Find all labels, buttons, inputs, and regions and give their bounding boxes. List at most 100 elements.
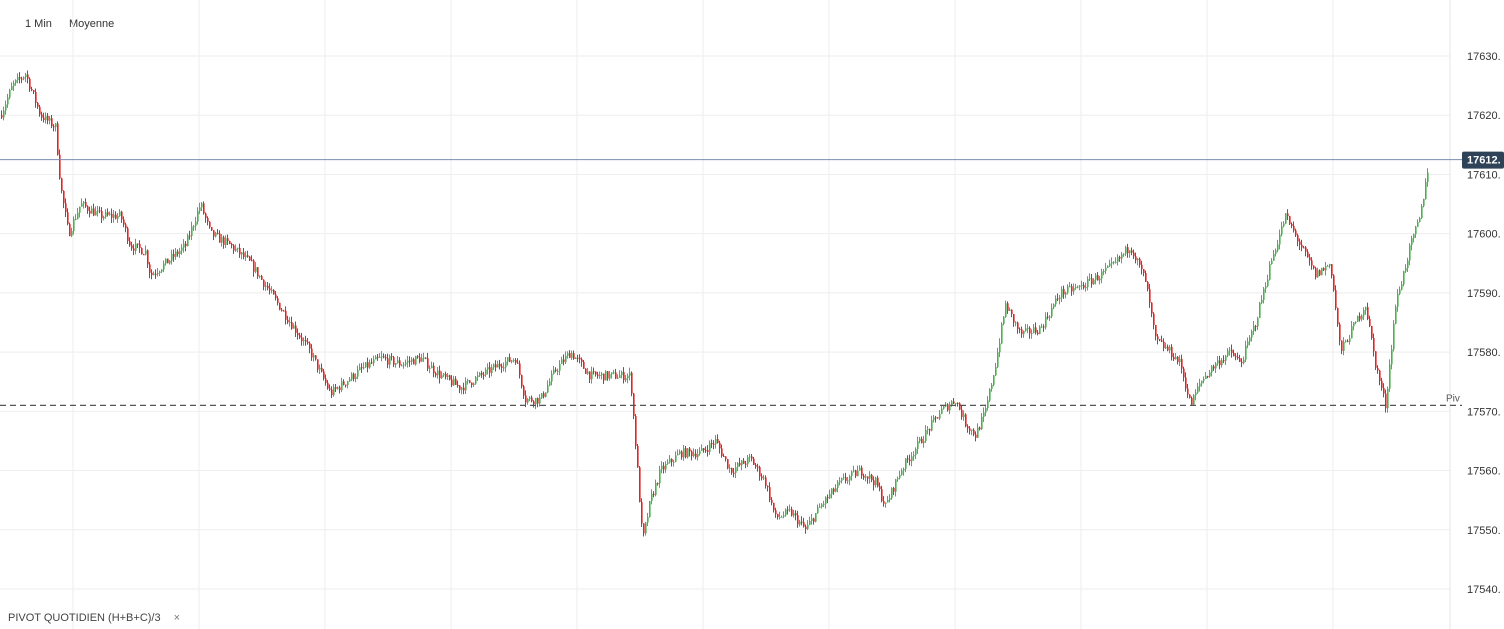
candle-down bbox=[69, 223, 71, 236]
candle-down bbox=[329, 388, 331, 390]
candle-up bbox=[1285, 213, 1287, 224]
candle-down bbox=[299, 335, 301, 338]
candle-up bbox=[1283, 223, 1285, 227]
candle-down bbox=[353, 373, 355, 379]
candle-up bbox=[271, 289, 273, 291]
candle-down bbox=[579, 357, 581, 360]
chart-type-selector[interactable]: Moyenne bbox=[69, 18, 115, 30]
candle-up bbox=[1275, 250, 1277, 254]
candle-down bbox=[751, 456, 753, 459]
candle-up bbox=[1125, 247, 1127, 254]
candle-up bbox=[1059, 297, 1061, 300]
candle-down bbox=[123, 219, 125, 225]
candle-down bbox=[1323, 268, 1325, 271]
candle-up bbox=[1111, 262, 1113, 264]
candle-down bbox=[759, 466, 761, 477]
candle-down bbox=[883, 501, 885, 504]
candle-up bbox=[1273, 253, 1275, 261]
candle-up bbox=[995, 366, 997, 376]
candle-down bbox=[879, 486, 881, 490]
chart-toolbar: 1 Min Moyenne bbox=[0, 0, 1450, 40]
candle-down bbox=[537, 398, 539, 404]
candle-down bbox=[439, 370, 441, 379]
candle-up bbox=[1411, 238, 1413, 246]
interval-selector[interactable]: 1 Min bbox=[25, 18, 52, 30]
candle-up bbox=[163, 263, 165, 270]
candle-down bbox=[1371, 326, 1373, 338]
candle-down bbox=[1029, 327, 1031, 334]
candle-down bbox=[595, 371, 597, 375]
candle-up bbox=[1243, 359, 1245, 364]
candle-up bbox=[453, 378, 455, 386]
candle-up bbox=[9, 90, 11, 98]
candle-up bbox=[349, 379, 351, 382]
y-tick-label: 17610. bbox=[1467, 169, 1501, 181]
candle-down bbox=[1185, 377, 1187, 389]
candle-down bbox=[1, 115, 3, 118]
candle-up bbox=[1165, 346, 1167, 349]
candle-down bbox=[1287, 213, 1289, 217]
candle-up bbox=[983, 412, 985, 417]
candle-up bbox=[513, 360, 515, 362]
candle-down bbox=[67, 212, 69, 224]
candle-up bbox=[1079, 285, 1081, 287]
candle-down bbox=[275, 294, 277, 299]
candle-up bbox=[885, 502, 887, 504]
candle-up bbox=[1065, 292, 1067, 295]
candle-down bbox=[457, 384, 459, 386]
candle-down bbox=[433, 365, 435, 374]
candle-up bbox=[821, 504, 823, 507]
candle-up bbox=[373, 359, 375, 364]
candle-down bbox=[1177, 356, 1179, 363]
candle-up bbox=[1417, 221, 1419, 227]
candle-down bbox=[127, 228, 129, 242]
candle-down bbox=[791, 509, 793, 516]
candle-down bbox=[53, 126, 55, 128]
candle-down bbox=[371, 362, 373, 364]
candle-down bbox=[37, 102, 39, 107]
candle-up bbox=[401, 365, 403, 367]
candle-down bbox=[1057, 298, 1059, 300]
y-tick-label: 17550. bbox=[1467, 525, 1501, 537]
candle-up bbox=[71, 230, 73, 236]
candle-down bbox=[1181, 358, 1183, 369]
candle-down bbox=[1035, 327, 1037, 333]
candle-up bbox=[1107, 265, 1109, 268]
chart-overlays: 17612. Piv bbox=[0, 151, 1504, 407]
candle-down bbox=[653, 493, 655, 495]
candle-down bbox=[691, 451, 693, 457]
candle-down bbox=[1011, 309, 1013, 315]
candle-down bbox=[705, 450, 707, 452]
candle-up bbox=[235, 248, 237, 251]
candle-up bbox=[1345, 340, 1347, 342]
candle-down bbox=[129, 241, 131, 246]
candle-down bbox=[713, 443, 715, 445]
candle-down bbox=[27, 74, 29, 79]
candle-down bbox=[291, 321, 293, 329]
candle-down bbox=[1369, 319, 1371, 327]
candle-up bbox=[549, 381, 551, 386]
candle-down bbox=[525, 395, 527, 403]
candle-up bbox=[1355, 321, 1357, 323]
candle-down bbox=[177, 251, 179, 255]
candle-up bbox=[1387, 388, 1389, 409]
candle-up bbox=[375, 356, 377, 360]
candle-down bbox=[929, 429, 931, 431]
candle-up bbox=[1109, 263, 1111, 266]
candle-up bbox=[241, 252, 243, 255]
candle-up bbox=[1121, 254, 1123, 259]
candle-up bbox=[1003, 316, 1005, 324]
candle-down bbox=[509, 357, 511, 362]
candle-up bbox=[647, 517, 649, 523]
candle-up bbox=[673, 461, 675, 463]
candle-up bbox=[829, 494, 831, 499]
close-icon[interactable]: × bbox=[173, 612, 181, 624]
candle-up bbox=[423, 357, 425, 359]
candle-up bbox=[807, 524, 809, 529]
candle-down bbox=[1007, 303, 1009, 311]
candle-down bbox=[327, 382, 329, 389]
candle-down bbox=[1383, 387, 1385, 394]
candle-down bbox=[231, 243, 233, 246]
candle-up bbox=[993, 375, 995, 385]
